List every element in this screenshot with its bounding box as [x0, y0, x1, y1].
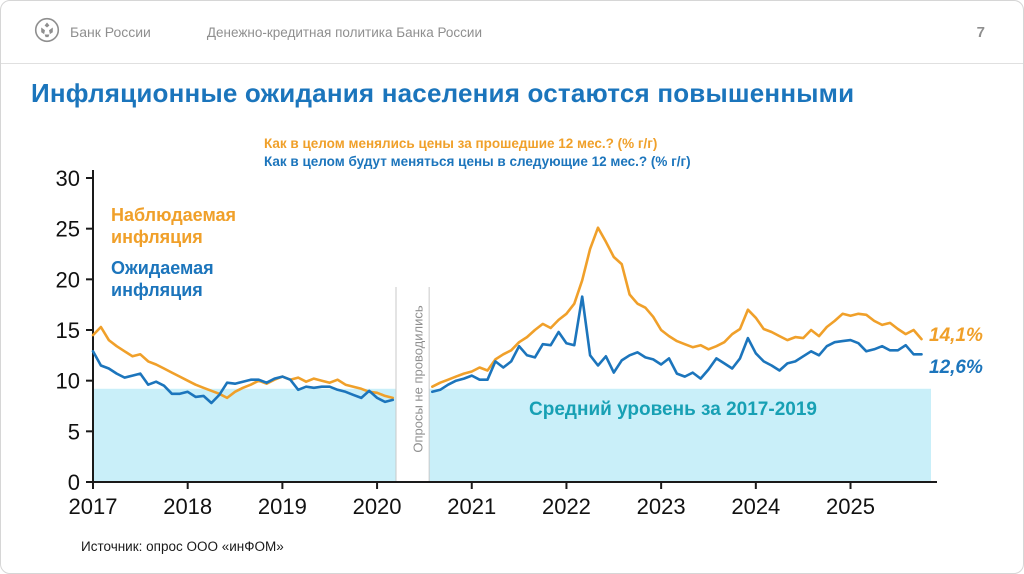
y-tick-label: 15	[56, 318, 80, 343]
legend-observed-inflation: Наблюдаемая инфляция	[111, 205, 237, 247]
expected-inflation-line	[430, 295, 923, 394]
x-tick-label: 2023	[637, 494, 686, 519]
x-tick-label: 2018	[163, 494, 212, 519]
x-tick-label: 2025	[826, 494, 875, 519]
expected-end-value: 12,6%	[929, 357, 983, 378]
bank-logo-group: Банк России	[34, 17, 151, 48]
x-tick-label: 2024	[731, 494, 780, 519]
observed-end-value: 14,1%	[929, 325, 983, 346]
survey-gap-label: Опросы не проводились	[410, 305, 426, 453]
observed-inflation-line	[430, 226, 923, 389]
y-tick-label: 25	[56, 217, 80, 242]
expected-inflation-line	[91, 349, 395, 405]
x-tick-label: 2021	[447, 494, 496, 519]
y-tick-label: 30	[56, 166, 80, 191]
chart-subtitle-observed: Как в целом менялись цены за прошедшие 1…	[264, 136, 658, 151]
page-number: 7	[976, 23, 985, 41]
legend-expected-inflation: Ожидаемая инфляция	[111, 258, 214, 300]
bank-logo-icon	[34, 17, 60, 48]
bank-name: Банк России	[70, 24, 151, 40]
observed-inflation-line	[91, 325, 395, 400]
survey-gap-band	[396, 287, 430, 481]
chart-subtitle-expected: Как в целом будут меняться цены в следую…	[264, 154, 691, 169]
slide-title: Инфляционные ожидания населения остаются…	[31, 78, 855, 108]
y-tick-label: 20	[56, 267, 80, 292]
x-tick-label: 2022	[542, 494, 591, 519]
average-level-band	[93, 388, 931, 481]
header-divider	[1, 63, 1023, 64]
x-tick-label: 2017	[69, 494, 118, 519]
document-title: Денежно-кредитная политика Банка России	[206, 24, 482, 40]
average-band-label: Средний уровень за 2017-2019	[529, 399, 817, 420]
y-tick-label: 0	[68, 470, 80, 495]
y-tick-label: 10	[56, 369, 80, 394]
x-tick-label: 2020	[353, 494, 402, 519]
y-tick-label: 5	[68, 419, 80, 444]
header: Банк России Денежно-кредитная политика Б…	[1, 1, 1023, 63]
x-tick-label: 2019	[258, 494, 307, 519]
source-note: Источник: опрос ООО «инФОМ»	[81, 539, 284, 554]
